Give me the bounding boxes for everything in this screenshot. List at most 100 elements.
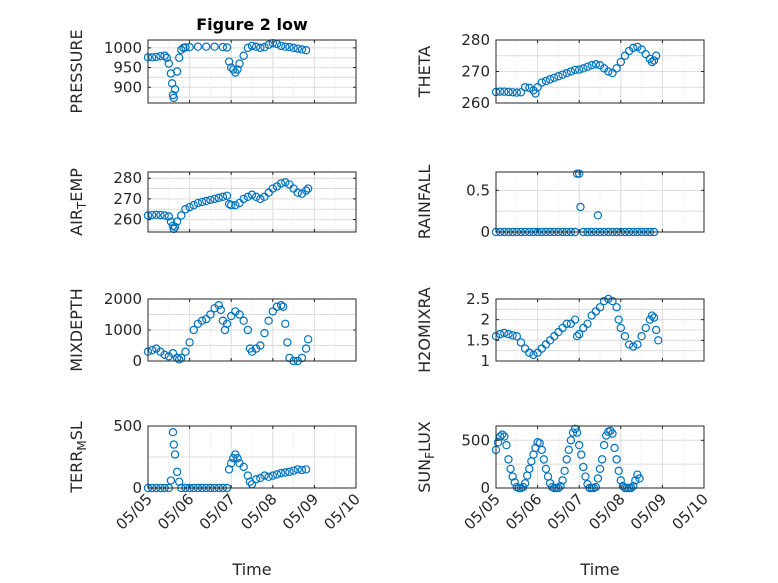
axes-box — [495, 425, 705, 489]
data-point — [495, 87, 505, 96]
data-point — [281, 42, 290, 51]
data-point — [218, 42, 228, 52]
data-point — [281, 178, 290, 187]
data-point — [614, 315, 623, 324]
data-point — [243, 325, 253, 335]
data-point — [537, 78, 546, 87]
data-point — [303, 335, 313, 344]
data-point — [635, 474, 644, 483]
y-tick-label: 500 — [461, 431, 490, 449]
data-point — [279, 302, 288, 311]
data-point — [510, 478, 519, 487]
data-point — [649, 56, 659, 65]
data-point — [637, 45, 646, 54]
data-point — [251, 475, 261, 484]
y-tick-label: 0 — [132, 479, 142, 497]
data-point — [495, 432, 505, 441]
data-point — [508, 331, 517, 340]
data-point — [251, 192, 261, 202]
y-tick-label: 900 — [113, 78, 142, 96]
data-point — [189, 200, 198, 210]
data-point — [498, 430, 507, 439]
data-point — [495, 329, 505, 339]
data-point — [152, 52, 161, 62]
data-point — [181, 205, 190, 214]
data-point — [177, 211, 186, 220]
data-point — [147, 345, 157, 355]
x-tick-label: 05/06 — [154, 490, 197, 533]
data-point — [554, 72, 563, 81]
data-point — [168, 428, 178, 437]
data-point — [575, 440, 584, 450]
data-point — [285, 467, 294, 477]
data-point — [579, 64, 588, 73]
data-point — [293, 188, 302, 197]
data-point — [235, 59, 244, 68]
data-point — [181, 347, 190, 356]
data-point — [260, 42, 269, 52]
y-axis-label: PRESSURE — [67, 29, 86, 113]
y-tick-label: 1000 — [104, 321, 142, 339]
data-point — [243, 192, 253, 202]
y-tick-label: 260 — [113, 211, 142, 229]
data-point — [293, 465, 302, 474]
y-tick-label: 1000 — [104, 39, 142, 57]
panel-theta: 260 270 280 THETA — [415, 31, 705, 112]
data-point — [297, 45, 307, 54]
data-point — [268, 471, 277, 480]
data-point — [558, 476, 567, 485]
data-point — [169, 93, 178, 103]
data-point — [575, 65, 584, 74]
data-point — [181, 43, 190, 52]
data-point — [637, 332, 646, 341]
data-point — [591, 60, 601, 69]
data-point — [562, 319, 571, 328]
data-point — [504, 329, 513, 339]
data-point — [185, 338, 194, 347]
data-point — [556, 481, 565, 491]
data-point — [575, 169, 584, 178]
data-point — [247, 41, 257, 51]
data-point — [239, 462, 248, 472]
data-point — [160, 350, 169, 359]
x-tick-label: 05/10 — [321, 490, 364, 533]
data-point — [301, 344, 311, 353]
data-point — [268, 307, 277, 316]
data-point — [591, 482, 601, 492]
data-point — [303, 184, 313, 193]
data-point — [169, 440, 178, 449]
data-point — [193, 42, 203, 51]
data-point — [525, 464, 534, 474]
data-point — [504, 87, 513, 97]
data-point — [587, 60, 596, 70]
data-point — [256, 341, 265, 350]
y-tick-label: 950 — [113, 59, 142, 77]
data-point — [593, 211, 603, 220]
axes-box — [495, 298, 705, 362]
x-axis-label: Time — [579, 560, 619, 579]
data-point — [297, 465, 307, 475]
data-point — [562, 68, 571, 78]
data-point — [162, 53, 171, 62]
data-point — [560, 466, 569, 476]
axes-box — [147, 39, 357, 104]
y-tick-label: 2.5 — [466, 290, 490, 308]
y-tick-label: 270 — [113, 190, 142, 208]
data-point — [654, 336, 663, 345]
y-axis-label: H2OMIXRA — [415, 287, 434, 373]
data-point — [572, 332, 582, 341]
data-point — [272, 470, 282, 479]
data-point — [500, 87, 509, 96]
panel-terr_msl: 050005/0505/0605/0705/0805/0905/10TimeTE… — [67, 417, 364, 579]
data-point — [222, 43, 232, 52]
data-point — [604, 67, 613, 76]
data-point — [649, 313, 659, 322]
y-axis-label: SUNFLUX — [415, 421, 437, 493]
data-point — [172, 467, 182, 477]
data-point — [197, 316, 207, 325]
data-point — [633, 340, 642, 349]
data-point — [293, 44, 302, 53]
data-point — [152, 210, 161, 220]
data-point — [564, 445, 574, 455]
data-point — [595, 303, 605, 312]
